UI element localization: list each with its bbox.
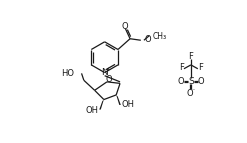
Text: O: O (187, 89, 193, 98)
Text: O: O (145, 35, 151, 44)
Text: O: O (105, 75, 112, 84)
Text: O: O (121, 21, 128, 30)
Text: F: F (188, 52, 193, 61)
Text: O: O (198, 77, 204, 86)
Polygon shape (99, 100, 104, 110)
Text: ⁻: ⁻ (192, 89, 195, 94)
Text: F: F (198, 63, 203, 73)
Text: +: + (105, 67, 111, 72)
Text: HO: HO (62, 69, 75, 78)
Text: O: O (178, 77, 184, 86)
Text: CH₃: CH₃ (152, 32, 166, 41)
Text: OH: OH (122, 100, 135, 109)
Text: N: N (101, 68, 108, 77)
Text: F: F (179, 63, 184, 73)
Text: OH: OH (85, 106, 99, 115)
Polygon shape (116, 95, 121, 105)
Text: S: S (188, 77, 194, 86)
